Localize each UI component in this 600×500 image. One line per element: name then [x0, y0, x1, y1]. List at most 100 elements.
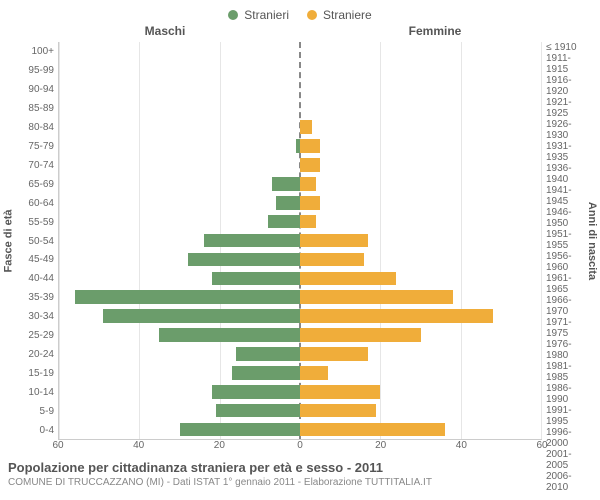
- bar-female: [300, 328, 421, 342]
- birth-ticks: ≤ 19101911-19151916-19201921-19251926-19…: [542, 42, 584, 440]
- bar-row: [59, 137, 541, 156]
- bar-row: [59, 307, 541, 326]
- age-tick: 85-89: [16, 99, 58, 118]
- bar-female: [300, 196, 320, 210]
- bar-row: [59, 42, 541, 61]
- bar-row: [59, 269, 541, 288]
- birth-tick: 1966-1970: [542, 295, 584, 317]
- bar-male: [272, 177, 300, 191]
- x-axis: 6040200204060: [0, 440, 600, 454]
- age-tick: 20-24: [16, 345, 58, 364]
- x-tick: 20: [214, 440, 225, 451]
- legend-label-female: Straniere: [323, 8, 372, 22]
- birth-tick: 1951-1955: [542, 229, 584, 251]
- bar-male: [268, 215, 300, 229]
- y-axis-label-left: Fasce di età: [0, 42, 16, 440]
- bar-female: [300, 215, 316, 229]
- bar-female: [300, 347, 368, 361]
- legend-item-male: Stranieri: [228, 6, 289, 24]
- age-tick: 60-64: [16, 194, 58, 213]
- gridline: [541, 42, 542, 439]
- bar-female: [300, 404, 376, 418]
- age-tick: 50-54: [16, 232, 58, 251]
- age-tick: 25-29: [16, 326, 58, 345]
- age-tick: 100+: [16, 42, 58, 61]
- bar-row: [59, 382, 541, 401]
- bar-female: [300, 309, 493, 323]
- legend-swatch-male: [228, 10, 238, 20]
- chart-container: Stranieri Straniere Maschi Femmine Fasce…: [0, 0, 600, 500]
- birth-tick: 1911-1915: [542, 53, 584, 75]
- x-tick: 60: [52, 440, 63, 451]
- bar-female: [300, 234, 368, 248]
- caption-main: Popolazione per cittadinanza straniera p…: [8, 460, 592, 475]
- bar-female: [300, 139, 320, 153]
- birth-tick: 1936-1940: [542, 163, 584, 185]
- bar-row: [59, 345, 541, 364]
- age-tick: 80-84: [16, 118, 58, 137]
- caption: Popolazione per cittadinanza straniera p…: [0, 454, 600, 488]
- birth-tick: 1991-1995: [542, 405, 584, 427]
- bar-row: [59, 80, 541, 99]
- birth-tick: 1941-1945: [542, 185, 584, 207]
- bar-male: [159, 328, 300, 342]
- age-tick: 30-34: [16, 307, 58, 326]
- birth-tick: 1971-1975: [542, 317, 584, 339]
- bar-female: [300, 158, 320, 172]
- bar-row: [59, 288, 541, 307]
- age-tick: 90-94: [16, 80, 58, 99]
- plot-area: Fasce di età 100+95-9990-9485-8980-8475-…: [0, 42, 600, 440]
- bar-female: [300, 120, 312, 134]
- x-tick: 40: [456, 440, 467, 451]
- legend-label-male: Stranieri: [244, 8, 289, 22]
- bar-male: [212, 385, 300, 399]
- bar-male: [212, 272, 300, 286]
- bar-male: [75, 290, 300, 304]
- birth-tick: ≤ 1910: [542, 42, 584, 53]
- x-tick: 60: [536, 440, 547, 451]
- bar-row: [59, 250, 541, 269]
- birth-tick: 1921-1925: [542, 97, 584, 119]
- bar-row: [59, 326, 541, 345]
- bar-row: [59, 193, 541, 212]
- bar-row: [59, 61, 541, 80]
- caption-sub: COMUNE DI TRUCCAZZANO (MI) - Dati ISTAT …: [8, 477, 592, 488]
- pyramid-chart: [58, 42, 542, 440]
- y-axis-label-right: Anni di nascita: [584, 42, 600, 440]
- age-tick: 70-74: [16, 156, 58, 175]
- birth-tick: 1961-1965: [542, 273, 584, 295]
- legend-item-female: Straniere: [307, 6, 372, 24]
- bar-row: [59, 420, 541, 439]
- legend-swatch-female: [307, 10, 317, 20]
- bar-female: [300, 177, 316, 191]
- bar-female: [300, 290, 453, 304]
- bar-row: [59, 212, 541, 231]
- age-tick: 35-39: [16, 288, 58, 307]
- bar-male: [276, 196, 300, 210]
- bar-male: [236, 347, 300, 361]
- bar-row: [59, 99, 541, 118]
- bars-area: [59, 42, 541, 439]
- bar-row: [59, 231, 541, 250]
- bar-male: [204, 234, 300, 248]
- age-ticks: 100+95-9990-9485-8980-8475-7970-7465-696…: [16, 42, 58, 440]
- side-titles: Maschi Femmine: [0, 24, 600, 42]
- birth-tick: 1916-1920: [542, 75, 584, 97]
- x-ticks: 6040200204060: [58, 440, 542, 454]
- age-tick: 5-9: [16, 402, 58, 421]
- birth-tick: 1976-1980: [542, 339, 584, 361]
- x-tick: 0: [297, 440, 303, 451]
- birth-tick: 1986-1990: [542, 383, 584, 405]
- bar-male: [216, 404, 300, 418]
- legend: Stranieri Straniere: [0, 0, 600, 24]
- age-tick: 15-19: [16, 364, 58, 383]
- bar-female: [300, 272, 396, 286]
- bar-female: [300, 366, 328, 380]
- birth-tick: 1946-1950: [542, 207, 584, 229]
- bar-female: [300, 253, 364, 267]
- age-tick: 75-79: [16, 137, 58, 156]
- bar-row: [59, 174, 541, 193]
- age-tick: 40-44: [16, 269, 58, 288]
- x-tick: 40: [133, 440, 144, 451]
- age-tick: 0-4: [16, 421, 58, 440]
